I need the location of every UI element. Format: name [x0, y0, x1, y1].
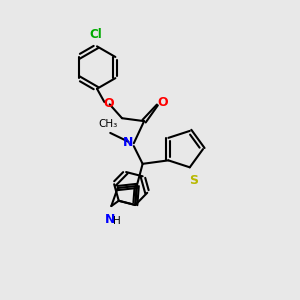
Text: H: H	[113, 216, 121, 226]
Text: N: N	[123, 136, 134, 149]
Text: N: N	[105, 212, 115, 226]
Text: O: O	[157, 95, 168, 109]
Text: Cl: Cl	[89, 28, 102, 41]
Text: S: S	[189, 174, 198, 187]
Text: O: O	[103, 97, 114, 110]
Text: CH₃: CH₃	[98, 119, 118, 129]
